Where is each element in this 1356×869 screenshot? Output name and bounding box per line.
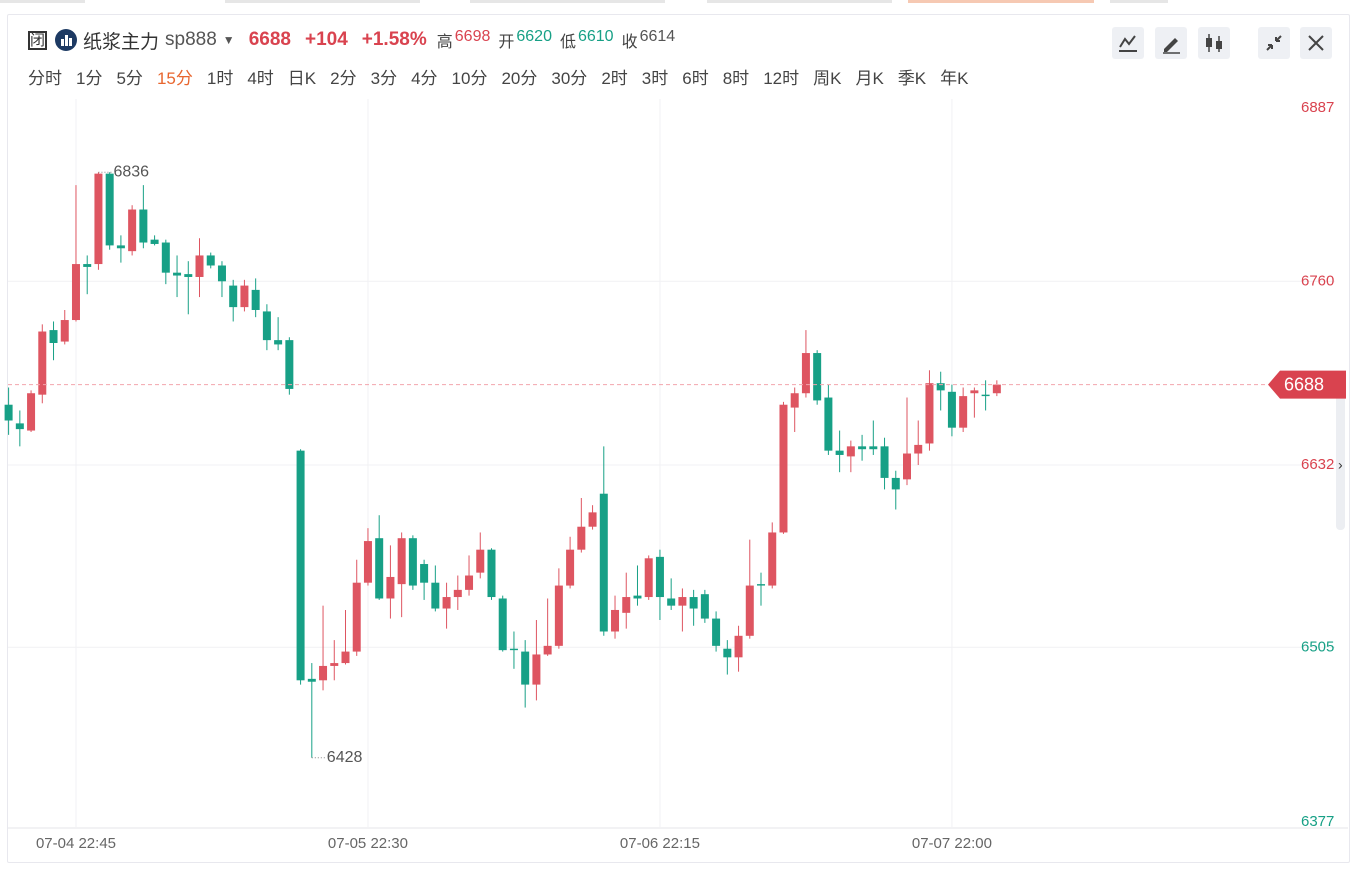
stat-value: 6620 [516, 28, 552, 45]
interval-tab[interactable]: 1分 [76, 69, 103, 88]
top-tabs [0, 0, 1356, 4]
stat-label: 低 [559, 34, 576, 51]
tool-collapse[interactable] [1258, 27, 1290, 59]
logo [55, 29, 77, 51]
interval-tab[interactable]: 10分 [451, 69, 488, 88]
dropdown-arrow[interactable]: ▼ [222, 33, 235, 47]
interval-tab[interactable]: 12时 [763, 69, 800, 88]
interval-tab[interactable]: 5分 [116, 69, 143, 88]
instrument-code[interactable]: sp888 [165, 29, 217, 50]
stat-value: 6614 [639, 28, 676, 45]
interval-tab[interactable]: 2时 [601, 69, 628, 88]
change-pct: +1.58% [361, 29, 427, 50]
stat-label: 收 [621, 34, 638, 51]
interval-tab[interactable]: 20分 [501, 69, 538, 88]
stat-label: 开 [498, 34, 515, 51]
interval-tabs: 分时 1分 5分 15分 1时 4时 日K 2分 3分 4分 10分 20分 30分 2时 3时 6时 8时 12… [28, 64, 982, 89]
stats: 高 6698 开 6620 低 6610 收 6614 [437, 28, 675, 52]
interval-tab[interactable]: 8时 [722, 69, 750, 88]
tool-candle[interactable] [1198, 27, 1230, 59]
interval-tab[interactable]: 1时 [206, 69, 234, 88]
interval-tab[interactable]: 周K [813, 69, 842, 88]
interval-tab[interactable]: 6时 [682, 69, 709, 88]
interval-tab[interactable]: 分时 [28, 69, 62, 88]
interval-tab[interactable]: 3时 [641, 69, 669, 88]
interval-tab[interactable]: 4时 [247, 69, 274, 88]
header: 闭 纸浆主力 sp888 ▼ 6688 +104 +1.58% 高 6698 开 66… [28, 27, 675, 53]
interval-tab[interactable]: 4分 [411, 69, 438, 88]
price: 6688 [248, 29, 291, 50]
close-icon[interactable]: 闭 [28, 30, 47, 50]
instrument-name: 纸浆主力 [83, 31, 160, 53]
interval-tab[interactable]: 季K [897, 69, 927, 88]
interval-tab[interactable]: 3分 [370, 69, 398, 88]
panel-frame [7, 14, 1350, 863]
change: +104 [304, 29, 348, 50]
interval-tab[interactable]: 年K [940, 69, 969, 88]
stat-value: 6610 [577, 28, 614, 45]
tool-line[interactable] [1112, 27, 1144, 59]
interval-tab[interactable]: 15分 [156, 69, 193, 88]
interval-tab[interactable]: 2分 [330, 69, 357, 88]
interval-tab[interactable]: 月K [855, 69, 884, 88]
tool-draw[interactable] [1155, 27, 1187, 59]
stat-label: 高 [436, 34, 453, 51]
interval-tab[interactable]: 30分 [551, 69, 588, 88]
stat-value: 6698 [454, 28, 491, 45]
tool-close[interactable] [1300, 27, 1332, 59]
interval-tab[interactable]: 日K [287, 69, 317, 88]
